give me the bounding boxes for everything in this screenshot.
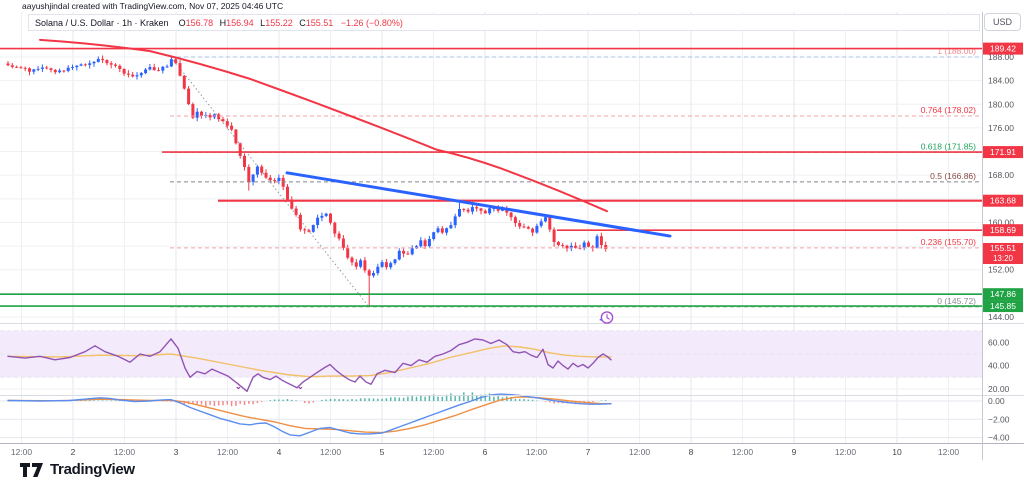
svg-text:20.00: 20.00 bbox=[988, 384, 1010, 394]
svg-text:10: 10 bbox=[892, 447, 902, 457]
svg-text:152.00: 152.00 bbox=[988, 265, 1014, 275]
svg-text:189.42: 189.42 bbox=[990, 44, 1016, 54]
time-axis-labels: 12:00 2 12:00 3 12:00 4 12:00 5 12:00 6 12:00 7 12:0… bbox=[11, 447, 960, 457]
price-label-189.42 bbox=[983, 42, 1023, 55]
svg-text:1 (188.00): 1 (188.00) bbox=[937, 46, 976, 56]
price-label-163.68 bbox=[983, 194, 1023, 207]
svg-text:180.00: 180.00 bbox=[988, 99, 1014, 109]
svg-text:13:20: 13:20 bbox=[993, 254, 1014, 263]
symbol-legend[interactable]: Solana / U.S. Dollar · 1h · Kraken O156.… bbox=[28, 14, 980, 31]
svg-text:−2.00: −2.00 bbox=[988, 414, 1010, 424]
tradingview-logo-text: TradingView bbox=[50, 461, 135, 478]
svg-text:4: 4 bbox=[277, 447, 282, 457]
svg-text:0.764 (178.02): 0.764 (178.02) bbox=[921, 105, 976, 115]
svg-text:144.00: 144.00 bbox=[988, 312, 1014, 322]
level-lines bbox=[0, 47, 982, 307]
svg-text:12:00: 12:00 bbox=[11, 447, 33, 457]
svg-text:40.00: 40.00 bbox=[988, 361, 1010, 371]
price-badges: 189.42 171.91 163.68 158.69 147.86 145.85 155.… bbox=[983, 42, 1023, 313]
svg-text:12:00: 12:00 bbox=[423, 447, 445, 457]
svg-text:188.00: 188.00 bbox=[988, 52, 1014, 62]
high-label: H bbox=[219, 17, 227, 28]
svg-text:0.618 (171.85): 0.618 (171.85) bbox=[921, 141, 976, 151]
close-label: C bbox=[299, 17, 306, 28]
svg-text:12:00: 12:00 bbox=[629, 447, 651, 457]
svg-text:12:00: 12:00 bbox=[526, 447, 548, 457]
svg-text:2: 2 bbox=[71, 447, 76, 457]
svg-text:12:00: 12:00 bbox=[938, 447, 960, 457]
svg-text:171.91: 171.91 bbox=[990, 147, 1016, 157]
ohlc-readout: O156.78 H156.94 L155.22 C155.51 −1.26 (−… bbox=[175, 18, 403, 28]
price-label-145.85 bbox=[983, 300, 1023, 313]
svg-text:184.00: 184.00 bbox=[988, 76, 1014, 86]
last-price-label bbox=[983, 242, 1023, 264]
trendlines bbox=[39, 38, 672, 238]
svg-text:168.00: 168.00 bbox=[988, 170, 1014, 180]
macd bbox=[7, 392, 612, 437]
svg-text:12:00: 12:00 bbox=[732, 447, 754, 457]
svg-text:0.00: 0.00 bbox=[988, 396, 1005, 406]
price-label-158.69 bbox=[983, 224, 1023, 237]
change-value: −1.26 (−0.80%) bbox=[340, 17, 403, 28]
svg-text:9: 9 bbox=[792, 447, 797, 457]
svg-text:147.86: 147.86 bbox=[990, 289, 1016, 299]
low-label: L bbox=[260, 17, 266, 28]
high-value: 156.94 bbox=[226, 17, 254, 28]
close-value: 155.51 bbox=[305, 17, 334, 28]
svg-text:6: 6 bbox=[483, 447, 488, 457]
svg-text:0.5 (166.86): 0.5 (166.86) bbox=[930, 171, 976, 181]
svg-text:3: 3 bbox=[174, 447, 179, 457]
macd-marker-icon: ⌄ bbox=[297, 382, 304, 391]
replay-icon[interactable] bbox=[598, 309, 615, 326]
attribution-text: aayushjindal created with TradingView.co… bbox=[22, 1, 284, 11]
svg-text:8: 8 bbox=[689, 447, 694, 457]
candles bbox=[6, 55, 608, 307]
svg-text:12:00: 12:00 bbox=[114, 447, 136, 457]
svg-text:145.85: 145.85 bbox=[990, 301, 1016, 311]
fib-levels: 1 (188.00) 0.764 (178.02) 0.618 (171.85) 0.… bbox=[170, 46, 982, 308]
price-label-147.86 bbox=[983, 288, 1023, 301]
svg-text:12:00: 12:00 bbox=[217, 447, 239, 457]
svg-text:176.00: 176.00 bbox=[988, 123, 1014, 133]
pane-separators bbox=[0, 12, 1024, 460]
fib-connector bbox=[170, 56, 370, 308]
svg-text:158.69: 158.69 bbox=[990, 225, 1016, 235]
svg-text:5: 5 bbox=[380, 447, 385, 457]
svg-text:12:00: 12:00 bbox=[835, 447, 857, 457]
svg-text:60.00: 60.00 bbox=[988, 337, 1010, 347]
svg-text:7: 7 bbox=[586, 447, 591, 457]
svg-text:12:00: 12:00 bbox=[320, 447, 342, 457]
rsi-band bbox=[0, 330, 982, 378]
price-axis-labels: 188.00 184.00 180.00 176.00 168.00 160.00 152.… bbox=[988, 52, 1014, 443]
open-value: 156.78 bbox=[185, 17, 214, 28]
tradingview-logo-icon bbox=[20, 462, 43, 477]
svg-text:−4.00: −4.00 bbox=[988, 433, 1010, 443]
svg-text:160.00: 160.00 bbox=[988, 217, 1014, 227]
symbol-title: Solana / U.S. Dollar · 1h · Kraken bbox=[35, 17, 169, 28]
rsi-lines bbox=[7, 338, 612, 392]
svg-text:163.68: 163.68 bbox=[990, 196, 1016, 206]
svg-text:0 (145.72): 0 (145.72) bbox=[937, 296, 976, 306]
open-label: O bbox=[178, 17, 186, 28]
gridlines bbox=[0, 12, 982, 443]
price-label-171.91 bbox=[983, 146, 1023, 159]
macd-marker-icon: ⌄ bbox=[235, 382, 242, 391]
svg-text:0.236 (155.70): 0.236 (155.70) bbox=[921, 237, 976, 247]
low-value: 155.22 bbox=[265, 17, 293, 28]
svg-text:155.51: 155.51 bbox=[990, 243, 1016, 253]
currency-toggle-button[interactable]: USD bbox=[984, 13, 1021, 31]
tradingview-logo[interactable]: TradingView bbox=[20, 461, 135, 478]
